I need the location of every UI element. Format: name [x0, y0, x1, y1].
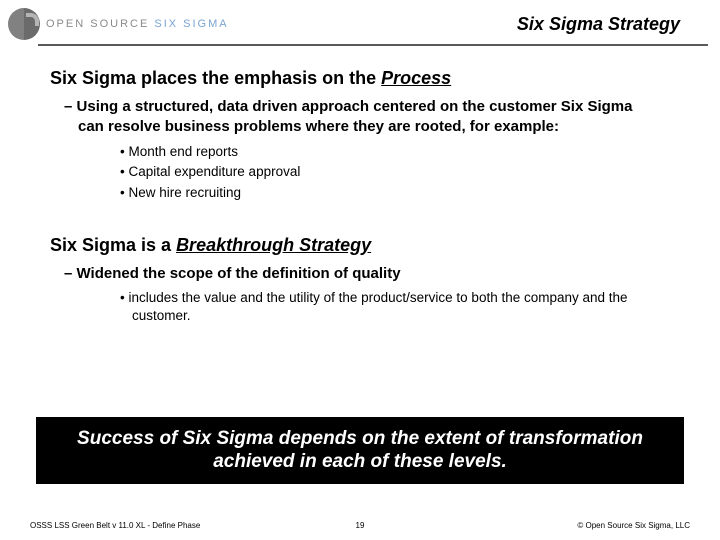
section1-heading-pre: Six Sigma places the emphasis on the	[50, 68, 381, 88]
section1-heading-emph: Process	[381, 68, 451, 88]
footer-copyright: © Open Source Six Sigma, LLC	[577, 521, 690, 530]
callout-box: Success of Six Sigma depends on the exte…	[36, 417, 684, 485]
section2-heading-emph: Breakthrough Strategy	[176, 235, 371, 255]
section1-bullets: Month end reports Capital expenditure ap…	[120, 142, 680, 203]
list-item: includes the value and the utility of th…	[120, 289, 680, 325]
slide-header: OPEN SOURCE SIX SIGMA Six Sigma Strategy	[0, 0, 720, 44]
slide-footer: OSSS LSS Green Belt v 11.0 XL - Define P…	[0, 521, 720, 530]
section2-dash: Widened the scope of the definition of q…	[78, 264, 680, 284]
brand-logo: OPEN SOURCE SIX SIGMA	[8, 8, 229, 40]
logo-mark-icon	[8, 8, 40, 40]
brand-accent: SIX SIGMA	[154, 18, 228, 30]
footer-left: OSSS LSS Green Belt v 11.0 XL - Define P…	[30, 521, 200, 530]
list-item: Month end reports	[120, 142, 680, 162]
brand-open: OPEN SOURCE	[46, 18, 149, 30]
page-title: Six Sigma Strategy	[517, 14, 700, 35]
brand-text: OPEN SOURCE SIX SIGMA	[46, 18, 229, 30]
section1-dash: Using a structured, data driven approach…	[78, 97, 680, 136]
list-item: New hire recruiting	[120, 183, 680, 203]
section2-heading-pre: Six Sigma is a	[50, 235, 176, 255]
section1-heading: Six Sigma places the emphasis on the Pro…	[50, 68, 680, 89]
slide-body: Six Sigma places the emphasis on the Pro…	[0, 46, 720, 354]
section2-bullets: includes the value and the utility of th…	[120, 289, 680, 325]
section2-heading: Six Sigma is a Breakthrough Strategy	[50, 235, 680, 256]
list-item: Capital expenditure approval	[120, 162, 680, 182]
page-number: 19	[356, 521, 365, 530]
